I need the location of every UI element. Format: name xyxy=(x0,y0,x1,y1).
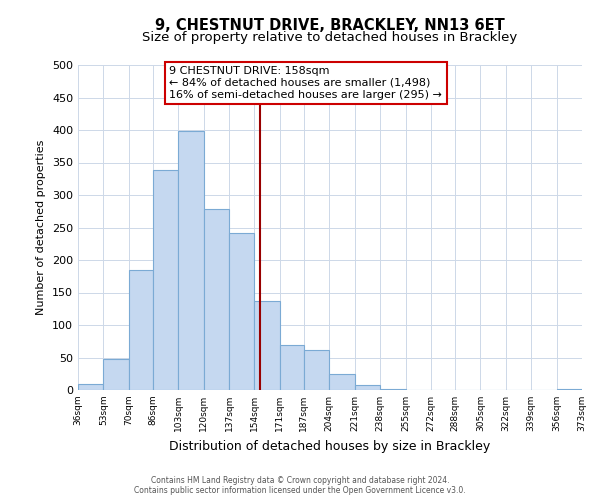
Text: 9, CHESTNUT DRIVE, BRACKLEY, NN13 6ET: 9, CHESTNUT DRIVE, BRACKLEY, NN13 6ET xyxy=(155,18,505,32)
Bar xyxy=(254,301,280,390)
Text: Size of property relative to detached houses in Brackley: Size of property relative to detached ho… xyxy=(142,31,518,44)
Bar xyxy=(329,374,355,390)
Bar xyxy=(78,384,103,390)
Bar xyxy=(280,344,304,390)
Bar xyxy=(304,350,329,390)
Text: Contains public sector information licensed under the Open Government Licence v3: Contains public sector information licen… xyxy=(134,486,466,495)
Bar xyxy=(153,170,178,390)
Text: Contains HM Land Registry data © Crown copyright and database right 2024.: Contains HM Land Registry data © Crown c… xyxy=(151,476,449,485)
X-axis label: Distribution of detached houses by size in Brackley: Distribution of detached houses by size … xyxy=(169,440,491,452)
Bar xyxy=(203,210,229,390)
Bar xyxy=(355,385,380,390)
Bar xyxy=(103,360,129,390)
Bar xyxy=(557,388,582,390)
Y-axis label: Number of detached properties: Number of detached properties xyxy=(37,140,46,315)
Bar xyxy=(129,270,153,390)
Bar xyxy=(229,232,254,390)
Bar xyxy=(178,132,203,390)
Text: 9 CHESTNUT DRIVE: 158sqm
← 84% of detached houses are smaller (1,498)
16% of sem: 9 CHESTNUT DRIVE: 158sqm ← 84% of detach… xyxy=(169,66,442,100)
